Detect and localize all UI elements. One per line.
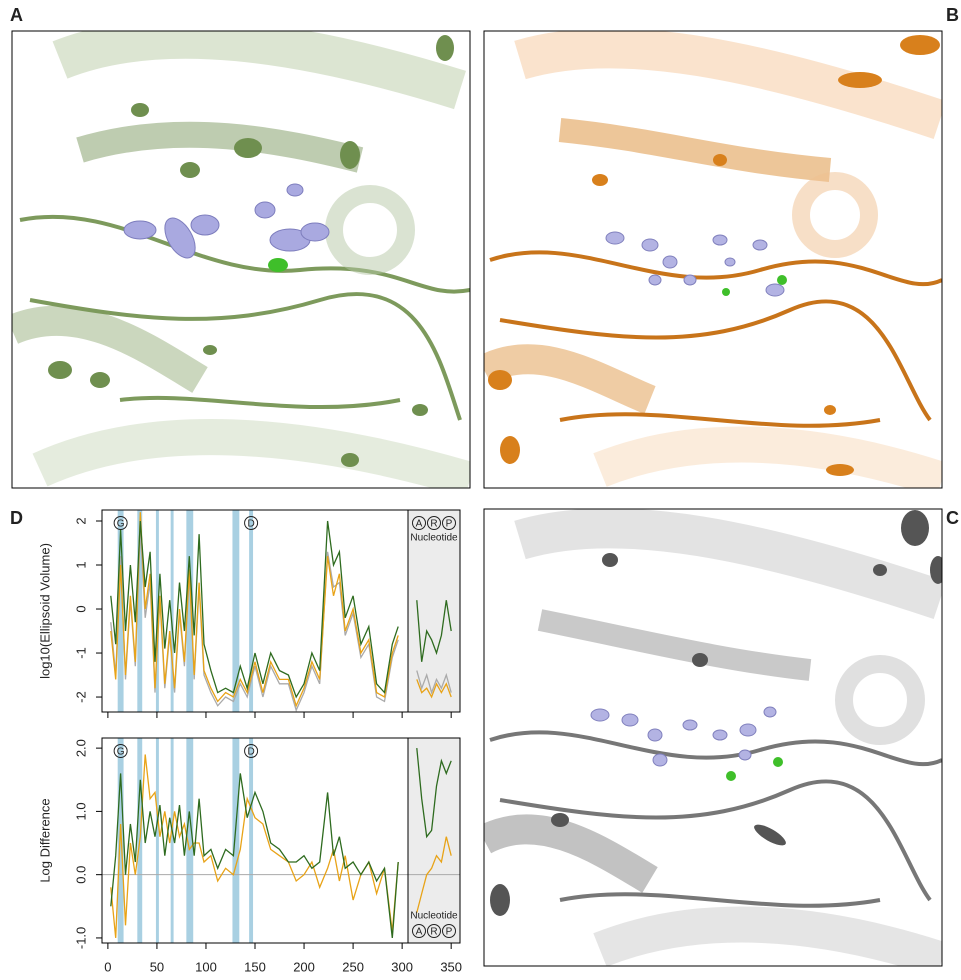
series-line [110, 748, 452, 938]
y-tick-label: -1 [73, 647, 88, 659]
x-tick-label: 250 [342, 959, 364, 974]
nucleotide-circle [427, 924, 441, 938]
y-tick-label: -2 [73, 691, 88, 703]
nucleotide-mark: A [416, 519, 423, 530]
y-tick-label: 1.0 [73, 802, 88, 820]
nucleotide-mark: P [446, 519, 453, 530]
highlight-band [186, 510, 194, 712]
highlight-band [232, 738, 240, 943]
x-tick-label: 50 [150, 959, 164, 974]
highlight-band [117, 738, 124, 943]
structure-a [12, 31, 470, 488]
nucleotide-mark: R [430, 927, 437, 938]
annotation: D [247, 747, 254, 758]
y-tick-label: 2.0 [73, 739, 88, 757]
highlight-band [170, 510, 174, 712]
y-tick-label: -1.0 [73, 927, 88, 949]
annotation-circle [244, 744, 259, 758]
panel-frame [483, 508, 943, 967]
y-tick-label: 2 [73, 517, 88, 524]
annotation-circle [113, 516, 128, 530]
x-tick-label: 350 [440, 959, 462, 974]
x-tick-label: 200 [293, 959, 315, 974]
side-panel [408, 738, 460, 943]
nucleotide-mark: A [416, 927, 423, 938]
y-axis-label: Log Difference [37, 798, 52, 882]
x-tick-label: 300 [391, 959, 413, 974]
nucleotide-circle [442, 924, 456, 938]
nucleotide-circle [412, 516, 426, 530]
annotation: D [247, 519, 254, 530]
nucleotide-label: Nucleotide [410, 911, 458, 922]
annotation: G [117, 747, 125, 758]
x-tick-label: 150 [244, 959, 266, 974]
annotation-circle [244, 516, 259, 530]
panel-frame [483, 30, 943, 489]
panel-letter: A [10, 5, 23, 25]
highlight-band [249, 738, 254, 943]
series-line [110, 520, 452, 699]
panel-letter: C [946, 508, 959, 528]
nucleotide-label: Nucleotide [410, 533, 458, 544]
series-line [110, 512, 452, 708]
nucleotide-circle [427, 516, 441, 530]
highlight-band [249, 510, 254, 712]
panel-letter: D [10, 508, 23, 528]
annotation: G [117, 519, 125, 530]
structure-b [484, 31, 942, 488]
y-tick-label: 0 [73, 605, 88, 612]
x-tick-label: 0 [104, 959, 111, 974]
panel-frame [11, 30, 471, 489]
highlight-band [186, 738, 194, 943]
nucleotide-mark: R [430, 519, 437, 530]
nucleotide-circle [442, 516, 456, 530]
y-tick-label: 0.0 [73, 866, 88, 884]
highlight-band [155, 738, 159, 943]
x-tick-label: 100 [195, 959, 217, 974]
highlight-band [232, 510, 240, 712]
highlight-band [137, 510, 143, 712]
annotation-circle [113, 744, 128, 758]
nucleotide-mark: P [446, 927, 453, 938]
series-line [110, 754, 452, 938]
side-panel [408, 510, 460, 712]
nucleotide-circle [412, 924, 426, 938]
series-line [110, 529, 452, 713]
panel-letter: B [946, 5, 959, 25]
highlight-band [170, 738, 174, 943]
y-axis-label: log10(Ellipsoid Volume) [37, 543, 52, 679]
highlight-band [117, 510, 124, 712]
plot-frame [101, 737, 461, 944]
structure-c [484, 509, 942, 966]
y-tick-label: 1 [73, 561, 88, 568]
plot-frame [101, 509, 461, 713]
